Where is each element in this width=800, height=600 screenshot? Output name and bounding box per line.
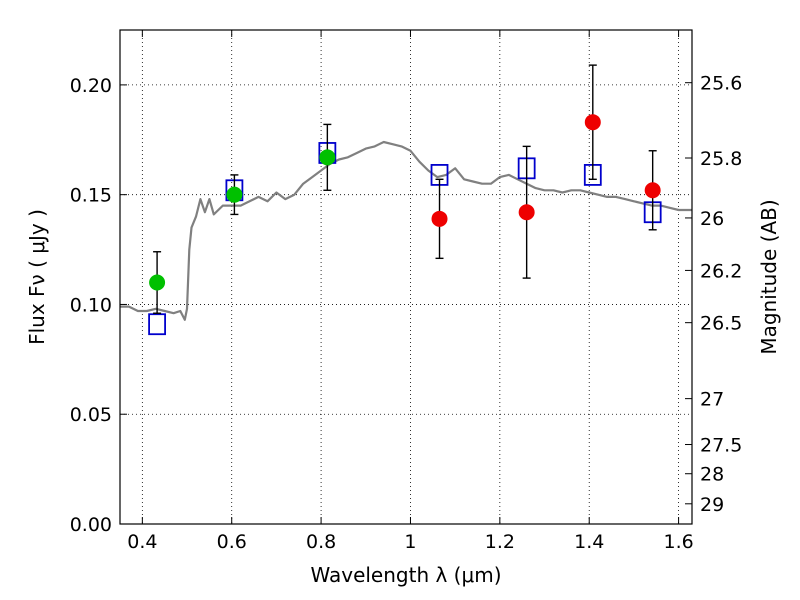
- right-tick-label: 27.5: [700, 435, 742, 457]
- x-axis-label: Wavelength λ (μm): [310, 563, 501, 587]
- x-tick-label: 1.6: [663, 531, 693, 553]
- model-bands-marker: [148, 313, 166, 336]
- right-axis-label: Magnitude (AB): [757, 199, 781, 354]
- tick-labels: 0.4 0.6 0.8 1 1.2 1.4 1.6 0.00 0.05 0.10 0.15 0.20 2…: [70, 73, 743, 553]
- optical-photometry-point: [319, 149, 336, 166]
- right-tick-label: 27: [700, 389, 724, 411]
- right-tick-label: 29: [700, 494, 724, 516]
- y-tick-label: 0.05: [70, 404, 112, 426]
- ticks: [120, 30, 692, 525]
- right-tick-label: 26: [700, 208, 724, 230]
- nir-photometry-point: [584, 114, 601, 131]
- y-tick-label: 0.00: [70, 514, 112, 536]
- data-points-layer: [148, 64, 662, 336]
- y-tick-label: 0.20: [70, 75, 112, 97]
- optical-photometry-point: [149, 274, 166, 291]
- nir-photometry-point: [518, 204, 535, 221]
- x-tick-label: 0.6: [217, 531, 247, 553]
- y-tick-label: 0.10: [70, 294, 112, 316]
- model-spectrum-line: [120, 140, 692, 321]
- right-tick-label: 28: [700, 464, 724, 486]
- right-tick-label: 26.2: [700, 260, 742, 282]
- x-tick-label: 1: [404, 531, 416, 553]
- right-tick-label: 25.8: [700, 148, 742, 170]
- nir-photometry-point: [431, 210, 448, 227]
- x-tick-label: 0.8: [306, 531, 336, 553]
- x-tick-label: 1.4: [574, 531, 604, 553]
- x-tick-label: 1.2: [485, 531, 515, 553]
- nir-photometry-point: [644, 182, 661, 199]
- right-tick-label: 26.5: [700, 313, 742, 335]
- y-tick-label: 0.15: [70, 185, 112, 207]
- plot-frame: [119, 29, 693, 525]
- x-tick-label: 0.4: [127, 531, 157, 553]
- spectrum-layer: [120, 140, 692, 321]
- y-axis-label: Flux Fν ( μJy ): [25, 209, 49, 345]
- optical-photometry-point: [226, 186, 243, 203]
- right-tick-label: 25.6: [700, 73, 742, 95]
